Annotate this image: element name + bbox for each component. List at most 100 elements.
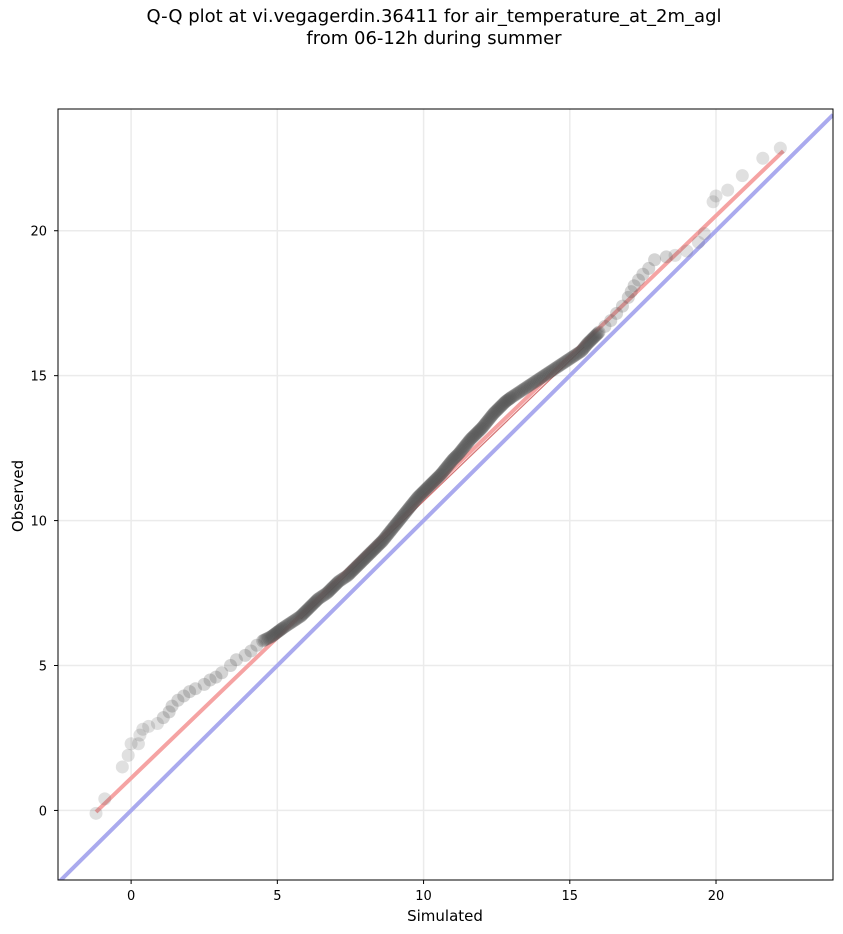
data-point — [121, 748, 135, 762]
data-point — [461, 435, 475, 449]
data-point — [515, 384, 529, 398]
chart-title-line2: from 06-12h during summer — [306, 28, 562, 49]
data-point — [342, 567, 356, 581]
data-point — [551, 359, 565, 373]
data-point — [316, 589, 330, 603]
data-point — [330, 576, 344, 590]
data-point — [558, 355, 572, 369]
data-point — [397, 507, 411, 521]
data-point — [576, 342, 590, 356]
data-point — [278, 620, 292, 634]
data-point — [398, 506, 412, 520]
data-point — [432, 469, 446, 483]
data-point — [150, 716, 164, 730]
data-point — [304, 599, 318, 613]
data-point — [555, 357, 569, 371]
data-point — [509, 388, 523, 402]
data-point — [648, 253, 662, 267]
data-point — [414, 488, 428, 501]
y-tick-label: 20 — [30, 225, 47, 240]
data-point — [491, 402, 505, 416]
data-point — [352, 557, 366, 571]
data-point — [344, 565, 358, 579]
data-point — [288, 613, 302, 627]
data-point — [321, 585, 335, 599]
data-point — [400, 504, 414, 518]
data-point — [583, 334, 597, 348]
data-point — [588, 329, 602, 343]
data-point — [553, 359, 567, 373]
data-point — [642, 261, 656, 275]
data-point — [379, 530, 393, 544]
data-point — [582, 335, 596, 349]
data-point — [590, 327, 604, 341]
data-point — [142, 719, 156, 733]
data-point — [445, 454, 459, 468]
data-point — [439, 461, 453, 475]
data-point — [489, 404, 503, 418]
data-point — [406, 496, 420, 510]
data-point — [307, 596, 321, 610]
data-point — [359, 550, 373, 564]
x-tick-label: 10 — [415, 889, 432, 904]
data-point — [498, 395, 512, 409]
data-point — [260, 632, 274, 646]
data-point — [513, 385, 527, 399]
fit-line — [94, 149, 785, 814]
data-point — [383, 524, 397, 538]
data-point — [393, 512, 407, 526]
data-point — [560, 354, 574, 368]
data-point — [547, 362, 561, 376]
data-point — [534, 371, 548, 385]
data-point — [323, 583, 337, 597]
data-point — [331, 575, 345, 589]
data-point — [131, 737, 145, 751]
data-point — [459, 437, 473, 451]
data-point — [545, 363, 559, 377]
data-point — [446, 453, 460, 467]
data-point — [430, 471, 444, 485]
data-point — [510, 387, 524, 401]
data-point — [381, 527, 395, 541]
data-point — [585, 332, 599, 346]
data-point — [327, 579, 341, 593]
data-point — [367, 543, 381, 557]
data-point — [463, 432, 477, 446]
data-point — [388, 518, 402, 532]
data-point — [422, 479, 436, 493]
data-point — [399, 505, 413, 519]
data-point — [621, 290, 635, 304]
data-point — [356, 553, 370, 567]
data-point — [455, 443, 469, 457]
data-point — [357, 552, 371, 566]
data-point — [579, 338, 593, 352]
data-point — [454, 445, 468, 459]
data-point — [589, 328, 603, 342]
data-point — [368, 542, 382, 556]
data-point — [291, 611, 305, 625]
data-point — [326, 580, 340, 594]
data-point — [525, 377, 539, 391]
data-point — [574, 344, 588, 358]
data-point — [516, 383, 530, 397]
data-point — [417, 485, 431, 499]
data-point — [263, 630, 277, 644]
data-point — [522, 379, 536, 393]
data-point — [343, 566, 357, 580]
data-point — [412, 489, 426, 503]
data-point — [276, 621, 290, 635]
data-point — [407, 495, 421, 509]
data-point — [405, 498, 419, 512]
data-point — [197, 677, 211, 691]
data-point — [306, 597, 320, 611]
data-point — [299, 604, 313, 618]
data-point — [347, 562, 361, 576]
data-point — [390, 516, 404, 530]
y-tick-label: 5 — [39, 660, 47, 675]
data-point — [309, 594, 323, 608]
data-point — [434, 467, 448, 481]
data-point — [349, 560, 363, 574]
data-point — [453, 446, 467, 460]
data-point — [401, 502, 415, 516]
